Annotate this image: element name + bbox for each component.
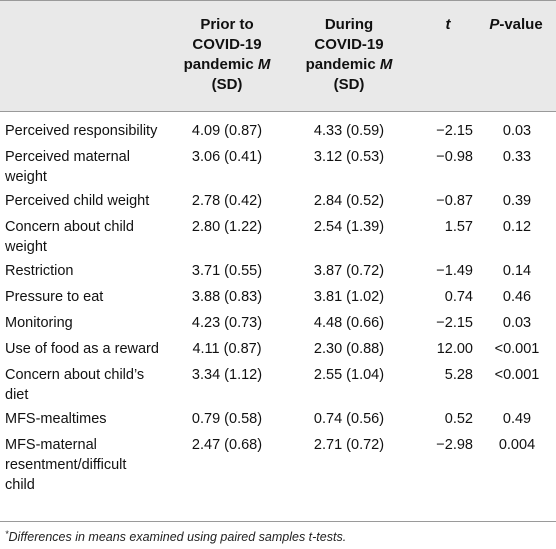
cell-prior: 2.78 (0.42) (191, 193, 263, 209)
row-label-line: Perceived child weight (5, 193, 150, 209)
footnote-text: *Differences in means examined using pai… (5, 529, 347, 544)
header-prior-line2: COVID-19 (192, 36, 262, 53)
cell-p-value: 0.39 (502, 193, 532, 209)
header-during-line2: COVID-19 (314, 36, 384, 53)
cell-t: 0.74 (444, 289, 473, 305)
cell-p-value: 0.03 (502, 123, 532, 139)
row-label: Perceived responsibility (5, 121, 170, 141)
row-label-line: Concern about child (5, 219, 134, 235)
row-label-line: child (5, 477, 35, 493)
cell-during: 4.48 (0.66) (313, 315, 385, 331)
table-row: MFS-maternal resentment/difficult child 2.4… (0, 435, 556, 501)
cell-during: 2.71 (0.72) (313, 437, 385, 453)
row-label-line: Monitoring (5, 315, 73, 331)
row-label-line: Restriction (5, 263, 74, 279)
cell-t: −2.15 (436, 315, 473, 331)
cell-during: 3.81 (1.02) (313, 289, 385, 305)
cell-t: 12.00 (436, 341, 473, 357)
cell-p-value: <0.001 (494, 367, 540, 383)
row-label-line: Pressure to eat (5, 289, 104, 305)
row-label-line: Use of food as a reward (5, 341, 159, 357)
cell-during: 3.87 (0.72) (313, 263, 385, 279)
row-label: Perceived child weight (5, 191, 170, 211)
table-row: Perceived responsibility 4.09 (0.87) 4.33 … (0, 121, 556, 147)
cell-prior: 3.71 (0.55) (191, 263, 263, 279)
header-t: t (445, 16, 451, 33)
cell-t: 1.57 (444, 219, 473, 235)
row-label: Concern about child’s diet (5, 365, 170, 405)
row-label-line: Perceived responsibility (5, 123, 158, 139)
table-row: Use of food as a reward 4.11 (0.87) 2.30 (… (0, 339, 556, 365)
cell-p-value: 0.004 (498, 437, 536, 453)
cell-prior: 3.88 (0.83) (191, 289, 263, 305)
table-row: Monitoring 4.23 (0.73) 4.48 (0.66) −2.15 0.0… (0, 313, 556, 339)
cell-during: 2.30 (0.88) (313, 341, 385, 357)
row-label-line: resentment/difficult (5, 457, 127, 473)
cell-t: 0.52 (444, 411, 473, 427)
header-during: During COVID-19 pandemic M (SD) (294, 15, 404, 95)
cell-during: 0.74 (0.56) (313, 411, 385, 427)
cell-t: −1.49 (436, 263, 473, 279)
row-label: Use of food as a reward (5, 339, 170, 359)
cell-during: 2.55 (1.04) (313, 367, 385, 383)
table-footnote: *Differences in means examined using pai… (0, 521, 556, 549)
cell-prior: 3.06 (0.41) (191, 149, 263, 165)
cell-prior: 3.34 (1.12) (191, 367, 263, 383)
header-during-line1: During (324, 16, 374, 33)
cell-t: −2.98 (436, 437, 473, 453)
row-label-line: Perceived maternal (5, 149, 130, 165)
row-label: MFS-maternal resentment/difficult child (5, 435, 170, 495)
cell-p-value: 0.14 (502, 263, 532, 279)
header-prior: Prior to COVID-19 pandemic M (SD) (172, 15, 282, 95)
cell-p-value: 0.12 (502, 219, 532, 235)
cell-p-value: 0.33 (502, 149, 532, 165)
cell-prior: 4.23 (0.73) (191, 315, 263, 331)
table-row: Restriction 3.71 (0.55) 3.87 (0.72) −1.49 0.… (0, 261, 556, 287)
cell-p-value: 0.03 (502, 315, 532, 331)
row-label-line: weight (5, 239, 47, 255)
cell-prior: 4.11 (0.87) (192, 341, 262, 357)
row-label: Monitoring (5, 313, 170, 333)
header-p-value: P-value (489, 16, 543, 33)
cell-prior: 2.47 (0.68) (191, 437, 263, 453)
cell-p-value: 0.46 (502, 289, 532, 305)
row-label: MFS-mealtimes (5, 409, 170, 429)
header-prior-line1: Prior to (200, 16, 254, 33)
cell-during: 4.33 (0.59) (313, 123, 385, 139)
row-label-line: MFS-mealtimes (5, 411, 107, 427)
row-label: Restriction (5, 261, 170, 281)
cell-during: 2.54 (1.39) (313, 219, 385, 235)
cell-prior: 0.79 (0.58) (191, 411, 263, 427)
table-row: MFS-mealtimes 0.79 (0.58) 0.74 (0.56) 0.52 0… (0, 409, 556, 435)
cell-t: 5.28 (444, 367, 473, 383)
cell-p-value: <0.001 (494, 341, 540, 357)
header-prior-line3: pandemic M (183, 56, 271, 73)
cell-during: 2.84 (0.52) (313, 193, 385, 209)
cell-prior: 4.09 (0.87) (191, 123, 263, 139)
table-row: Perceived maternal weight 3.06 (0.41) 3.12 … (0, 147, 556, 191)
row-label-line: weight (5, 169, 47, 185)
row-label: Concern about child weight (5, 217, 170, 257)
table-body: Perceived responsibility 4.09 (0.87) 4.33 … (0, 111, 556, 493)
table-row: Concern about child weight 2.80 (1.22) 2.54… (0, 217, 556, 261)
table-row: Concern about child’s diet 3.34 (1.12) 2.55… (0, 365, 556, 409)
row-label-line: diet (5, 387, 29, 403)
row-label: Pressure to eat (5, 287, 170, 307)
cell-prior: 2.80 (1.22) (191, 219, 263, 235)
cell-during: 3.12 (0.53) (313, 149, 385, 165)
header-during-line4: (SD) (333, 76, 365, 93)
table-row: Perceived child weight 2.78 (0.42) 2.84 (0… (0, 191, 556, 217)
row-label-line: MFS-maternal (5, 437, 97, 453)
table-header: Prior to COVID-19 pandemic M (SD) During… (0, 0, 556, 111)
row-label-line: Concern about child’s (5, 367, 145, 383)
cell-p-value: 0.49 (502, 411, 532, 427)
cell-t: −0.87 (436, 193, 473, 209)
header-prior-line4: (SD) (211, 76, 243, 93)
header-during-line3: pandemic M (305, 56, 393, 73)
table-row: Pressure to eat 3.88 (0.83) 3.81 (1.02) 0.7… (0, 287, 556, 313)
cell-t: −0.98 (436, 149, 473, 165)
cell-t: −2.15 (436, 123, 473, 139)
row-label: Perceived maternal weight (5, 147, 170, 187)
